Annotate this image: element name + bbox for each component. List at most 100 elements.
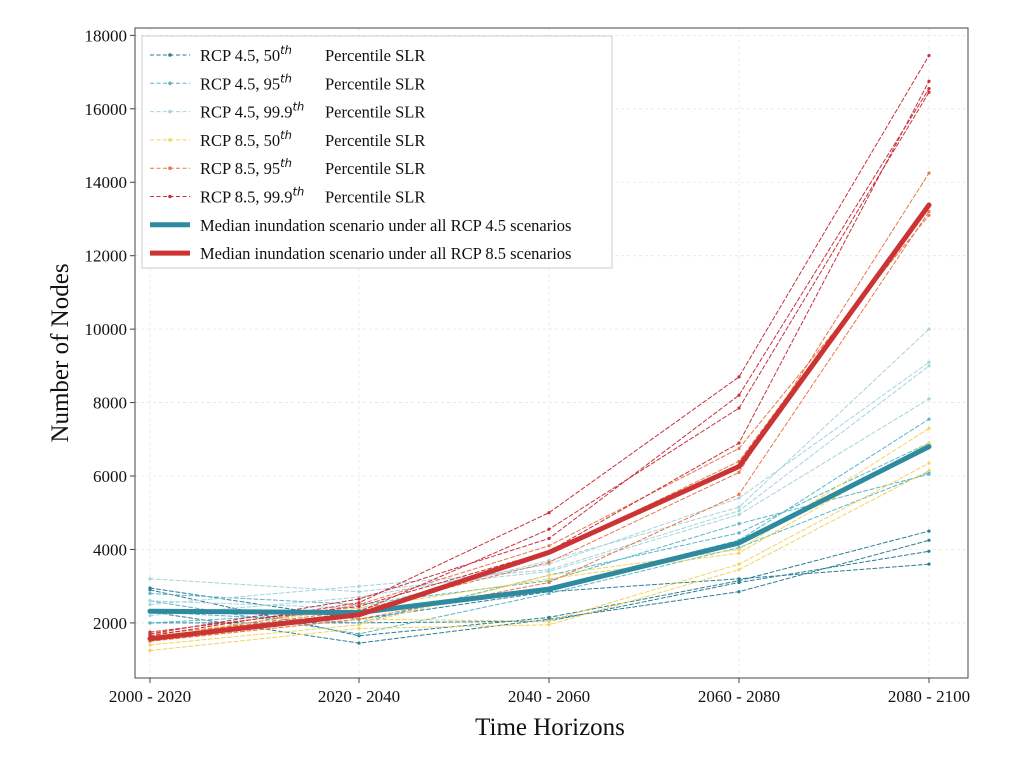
series-line-median45 — [147, 444, 932, 616]
data-point — [357, 626, 361, 631]
data-point — [927, 86, 931, 91]
data-point — [148, 630, 152, 634]
legend-marker — [168, 194, 172, 199]
data-point — [148, 577, 152, 581]
data-point — [737, 577, 741, 581]
data-point — [927, 441, 931, 445]
legend-label-superscript: th — [292, 185, 304, 199]
legend-label-suffix: Percentile SLR — [325, 159, 425, 178]
data-point — [148, 602, 152, 607]
data-point — [737, 547, 741, 552]
legend-label-prefix: RCP 8.5, 95 — [200, 159, 280, 178]
data-point — [148, 591, 152, 596]
data-point — [927, 171, 931, 175]
data-point — [547, 577, 551, 581]
data-point — [357, 604, 361, 608]
data-point — [148, 613, 152, 618]
data-point — [148, 648, 152, 653]
data-point — [737, 492, 741, 496]
x-tick-label: 2040 - 2060 — [508, 687, 590, 706]
data-point — [357, 584, 361, 588]
legend-label: RCP 4.5, 50th Percentile SLR — [200, 43, 425, 65]
data-point — [927, 426, 931, 430]
data-point — [737, 496, 741, 500]
y-tick-label: 2000 — [93, 614, 127, 633]
data-point — [927, 562, 931, 566]
data-point — [927, 529, 931, 533]
data-point — [737, 505, 741, 509]
data-point — [737, 568, 741, 572]
data-point — [357, 623, 361, 627]
legend-label-suffix: Percentile SLR — [325, 46, 425, 65]
legend-label-prefix: RCP 4.5, 95 — [200, 74, 280, 93]
data-point — [547, 536, 551, 541]
data-point — [927, 90, 931, 94]
legend-entry-rcp45-999: RCP 4.5, 99.9th Percentile SLR — [150, 100, 425, 122]
data-point — [737, 375, 741, 379]
data-point — [927, 364, 931, 368]
legend-marker — [168, 166, 172, 170]
data-point — [927, 417, 931, 421]
data-point — [737, 580, 741, 585]
series-line-rcp85-50 — [149, 442, 930, 637]
data-point — [927, 213, 931, 217]
data-point — [737, 562, 741, 566]
x-tick-label: 2000 - 2020 — [109, 687, 191, 706]
data-point — [737, 406, 741, 410]
legend-label-prefix: RCP 4.5, 50 — [200, 46, 280, 65]
legend-label: RCP 4.5, 95th Percentile SLR — [200, 71, 425, 93]
y-tick-label: 8000 — [93, 394, 127, 413]
legend-label: RCP 8.5, 50th Percentile SLR — [200, 128, 425, 150]
series-line-median85 — [147, 202, 932, 642]
data-point — [927, 79, 931, 83]
data-point — [927, 468, 931, 473]
data-point — [357, 601, 361, 605]
data-point — [927, 549, 931, 553]
data-point — [148, 643, 152, 647]
data-point — [927, 472, 931, 476]
legend-label-superscript: th — [280, 156, 292, 170]
data-point — [547, 619, 551, 623]
legend-entry-median85: Median inundation scenario under all RCP… — [150, 244, 571, 263]
data-point — [547, 511, 551, 515]
legend-label-suffix: Percentile SLR — [325, 74, 425, 93]
series-line-rcp85-999 — [149, 80, 930, 633]
plot-area-frame — [134, 27, 969, 679]
y-axis-title: Number of Nodes — [47, 263, 74, 442]
data-point — [547, 580, 551, 585]
data-point — [148, 599, 152, 603]
data-point — [927, 360, 931, 364]
legend-entry-rcp85-999: RCP 8.5, 99.9th Percentile SLR — [150, 185, 425, 207]
y-tick-label: 4000 — [93, 540, 127, 559]
legend-entry-median45: Median inundation scenario under all RCP… — [150, 216, 571, 235]
y-tick-label: 18000 — [85, 26, 128, 45]
legend-label-superscript: th — [280, 128, 292, 142]
data-point — [148, 586, 152, 590]
legend-entry-rcp45-50: RCP 4.5, 50th Percentile SLR — [150, 43, 425, 65]
data-point — [547, 573, 551, 577]
data-point — [547, 623, 551, 627]
x-axis-title: Time Horizons — [475, 714, 625, 741]
data-point — [547, 527, 551, 531]
data-point — [737, 531, 741, 535]
legend-label-suffix: Percentile SLR — [325, 103, 425, 122]
series-line-rcp45-999 — [149, 398, 930, 593]
data-point — [927, 210, 931, 214]
legend-entry-rcp85-95: RCP 8.5, 95th Percentile SLR — [150, 156, 425, 178]
data-point — [927, 327, 931, 331]
legend-label-prefix: RCP 8.5, 99.9 — [200, 188, 292, 207]
y-tick-label: 10000 — [85, 320, 128, 339]
legend-label: Median inundation scenario under all RCP… — [200, 216, 571, 235]
y-tick-label: 12000 — [85, 247, 128, 266]
data-point — [927, 461, 931, 465]
x-tick-label: 2020 - 2040 — [318, 687, 400, 706]
data-point — [737, 470, 741, 474]
y-tick-label: 14000 — [85, 173, 128, 192]
x-tick-label: 2080 - 2100 — [888, 687, 970, 706]
data-point — [737, 590, 741, 594]
legend-label-superscript: th — [280, 71, 292, 85]
legend-label-superscript: th — [292, 100, 304, 114]
legend-marker — [168, 109, 172, 114]
data-point — [737, 509, 741, 513]
data-point — [357, 617, 361, 621]
